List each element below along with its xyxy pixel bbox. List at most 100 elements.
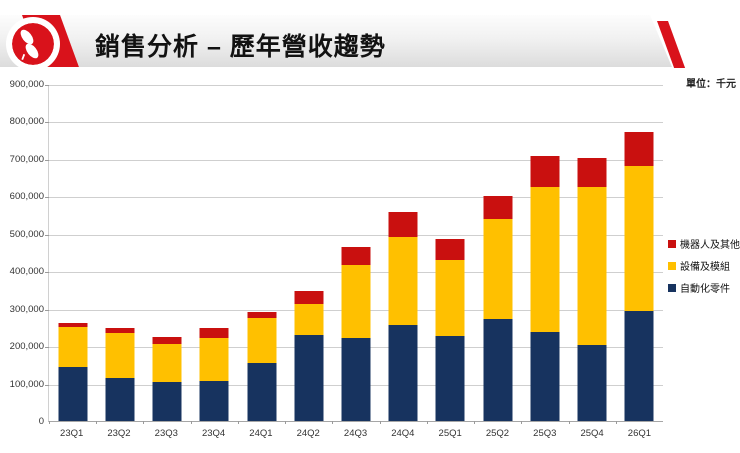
legend-item-自動化零件: 自動化零件 (668, 280, 740, 295)
bar-column-25Q3 (521, 85, 568, 424)
bar-segment-23Q1-機器人及其他 (58, 322, 88, 328)
x-tick (568, 421, 570, 424)
bar-segment-24Q3-機器人及其他 (341, 246, 371, 265)
y-axis-labels: 0 100,000 200,000 300,000 400,000 500,000 600,… (0, 80, 44, 427)
x-tick (426, 421, 428, 424)
bars-row (49, 85, 663, 424)
bar-stack-25Q4 (577, 158, 607, 421)
bar-stack-23Q2 (105, 328, 135, 421)
bar-segment-26Q1-自動化零件 (624, 310, 654, 421)
legend-label: 機器人及其他 (680, 240, 740, 251)
bar-segment-24Q4-機器人及其他 (388, 212, 418, 238)
bar-column-23Q3 (143, 85, 190, 424)
bar-column-24Q4 (379, 85, 427, 424)
y-tick (45, 122, 49, 124)
x-axis-label-24Q4: 24Q4 (391, 428, 415, 439)
bar-segment-23Q3-自動化零件 (152, 382, 182, 421)
bar-stack-25Q1 (435, 238, 465, 421)
bar-segment-25Q4-設備及模組 (577, 187, 607, 345)
legend-swatch-icon (668, 261, 676, 270)
x-tick (49, 421, 50, 424)
gridline-700000 (49, 159, 663, 161)
bar-segment-25Q3-機器人及其他 (530, 156, 560, 187)
y-axis-label: 400,000 (9, 266, 44, 278)
bar-segment-23Q2-自動化零件 (105, 378, 135, 421)
bar-segment-25Q4-機器人及其他 (577, 158, 607, 187)
bar-segment-23Q3-設備及模組 (152, 344, 182, 383)
x-axis-labels: 23Q1 23Q2 23Q3 23Q4 24Q1 24Q2 24Q3 24Q4 25Q1 25Q2… (48, 428, 663, 439)
y-tick (45, 234, 49, 236)
bar-segment-25Q3-設備及模組 (530, 186, 560, 333)
x-axis-label-25Q1: 25Q1 (438, 428, 462, 439)
bar-stack-23Q1 (58, 322, 88, 421)
x-tick (96, 421, 98, 424)
bar-stack-25Q3 (530, 156, 560, 421)
bar-segment-24Q4-設備及模組 (388, 237, 418, 326)
bar-segment-24Q3-設備及模組 (341, 264, 371, 339)
x-tick (143, 421, 145, 424)
x-axis-label-23Q3: 23Q3 (154, 428, 178, 439)
bar-segment-25Q1-自動化零件 (435, 335, 465, 421)
bar-segment-23Q3-機器人及其他 (152, 337, 182, 345)
bar-segment-23Q4-設備及模組 (199, 337, 229, 382)
bar-segment-24Q1-自動化零件 (247, 363, 277, 421)
bar-column-24Q3 (332, 85, 379, 424)
y-axis-label: 200,000 (9, 341, 44, 353)
bar-stack-23Q3 (152, 337, 182, 421)
bar-stack-23Q4 (199, 328, 229, 421)
header-band (0, 15, 672, 67)
x-tick (615, 421, 617, 424)
sprout-leaf-icon (12, 23, 54, 65)
y-tick (45, 384, 49, 386)
legend-item-機器人及其他: 機器人及其他 (668, 236, 740, 251)
y-tick (45, 272, 49, 274)
bar-segment-23Q1-自動化零件 (58, 367, 88, 421)
plot-area (45, 85, 663, 424)
bar-segment-24Q3-自動化零件 (341, 338, 371, 421)
x-tick (521, 421, 523, 424)
bar-segment-23Q2-設備及模組 (105, 333, 135, 379)
y-axis-label: 900,000 (9, 79, 44, 90)
bar-segment-25Q3-自動化零件 (530, 332, 560, 421)
x-axis-label-25Q2: 25Q2 (485, 428, 510, 439)
y-tick (45, 197, 49, 199)
x-axis-label-23Q4: 23Q4 (201, 428, 226, 439)
unit-label: 單位：千元 (686, 79, 736, 90)
bar-column-26Q1 (615, 85, 663, 424)
bar-column-23Q4 (190, 85, 238, 424)
x-axis-label-23Q2: 23Q2 (107, 428, 131, 439)
y-axis-label: 300,000 (9, 303, 44, 315)
y-axis-label: 800,000 (9, 116, 44, 128)
legend-swatch-icon (668, 283, 676, 292)
x-axis-label-24Q3: 24Q3 (343, 428, 368, 439)
legend-label: 自動化零件 (680, 284, 730, 295)
bar-column-25Q4 (568, 85, 616, 424)
x-tick (237, 421, 239, 424)
x-axis-label-24Q2: 24Q2 (296, 428, 320, 439)
bar-stack-24Q1 (247, 312, 277, 421)
bar-column-23Q1 (49, 85, 96, 424)
bar-segment-25Q1-設備及模組 (435, 260, 465, 336)
bar-segment-24Q4-自動化零件 (388, 325, 418, 421)
y-tick (45, 159, 49, 161)
logo-core (12, 23, 54, 65)
x-axis-label-25Q4: 25Q4 (580, 428, 604, 439)
gridline-800000 (49, 122, 663, 124)
x-tick (285, 421, 287, 424)
legend-item-設備及模組: 設備及模組 (668, 258, 740, 273)
bar-column-25Q2 (474, 85, 521, 424)
x-axis-label-24Q1: 24Q1 (249, 428, 273, 439)
legend-swatch-icon (668, 239, 676, 248)
bar-segment-25Q2-設備及模組 (483, 218, 513, 320)
bar-segment-25Q1-機器人及其他 (435, 238, 465, 261)
bar-segment-24Q2-機器人及其他 (294, 290, 324, 304)
bar-column-25Q1 (426, 85, 474, 424)
bar-stack-25Q2 (483, 195, 513, 421)
y-axis-label: 100,000 (9, 378, 44, 390)
bar-segment-23Q4-機器人及其他 (199, 328, 229, 338)
bar-segment-25Q2-自動化零件 (483, 319, 513, 421)
page-title: 銷售分析 – 歷年營收趨勢 (95, 33, 386, 61)
bar-stack-24Q4 (388, 212, 418, 421)
bar-segment-24Q2-設備及模組 (294, 303, 324, 335)
